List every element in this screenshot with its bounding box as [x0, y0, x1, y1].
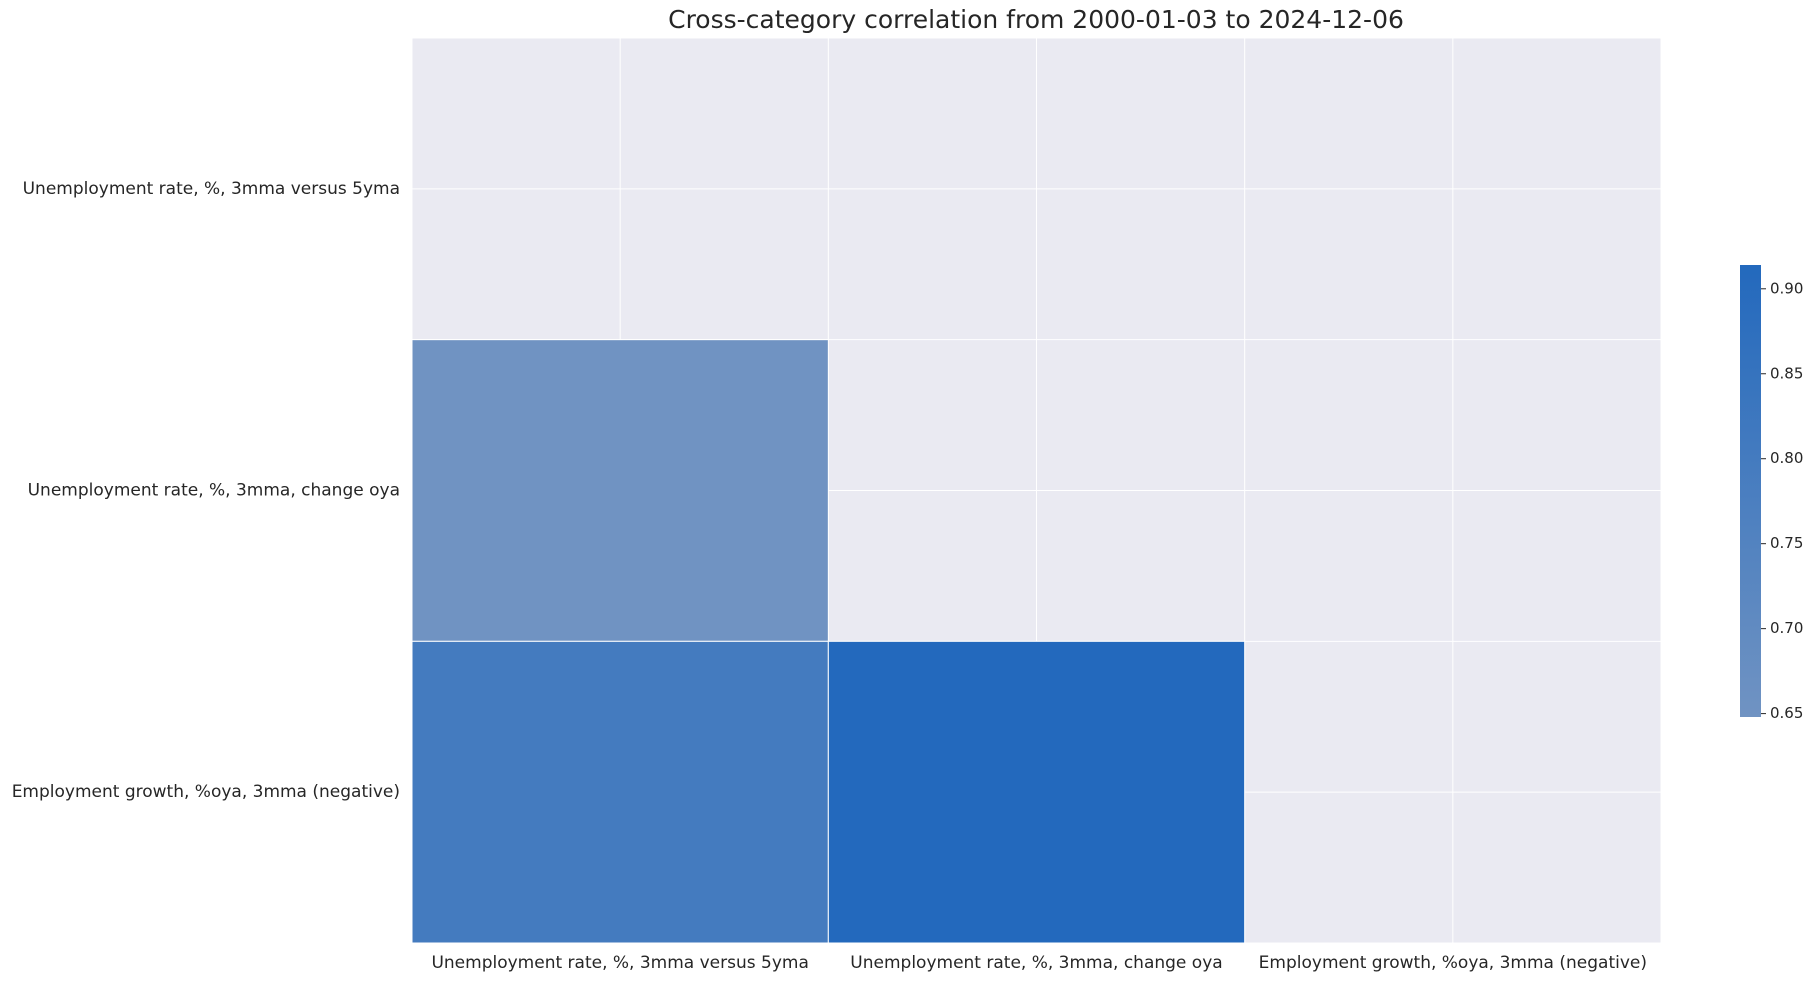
colorbar-tick-label: 0.65	[1770, 704, 1803, 722]
heatmap-cell	[827, 640, 1246, 944]
heatmap-cell	[411, 640, 829, 944]
x-tick-label: Unemployment rate, %, 3mma versus 5yma	[431, 953, 808, 973]
y-tick-label: Employment growth, %oya, 3mma (negative)	[12, 782, 400, 802]
colorbar-tick-label: 0.85	[1770, 364, 1803, 382]
y-tick-label: Unemployment rate, %, 3mma versus 5yma	[23, 179, 400, 199]
colorbar-tick-label: 0.70	[1770, 619, 1803, 637]
x-tick-label: Unemployment rate, %, 3mma, change oya	[850, 953, 1222, 973]
colorbar-tick-label: 0.80	[1770, 449, 1803, 467]
colorbar-tick-label: 0.90	[1770, 279, 1803, 297]
chart-title: Cross-category correlation from 2000-01-…	[668, 5, 1404, 34]
colorbar-tick-label: 0.75	[1770, 534, 1803, 552]
y-tick-label: Unemployment rate, %, 3mma, change oya	[28, 481, 400, 501]
heatmap-cell	[411, 339, 829, 642]
x-tick-label: Employment growth, %oya, 3mma (negative)	[1259, 953, 1647, 973]
colorbar	[1740, 265, 1761, 717]
